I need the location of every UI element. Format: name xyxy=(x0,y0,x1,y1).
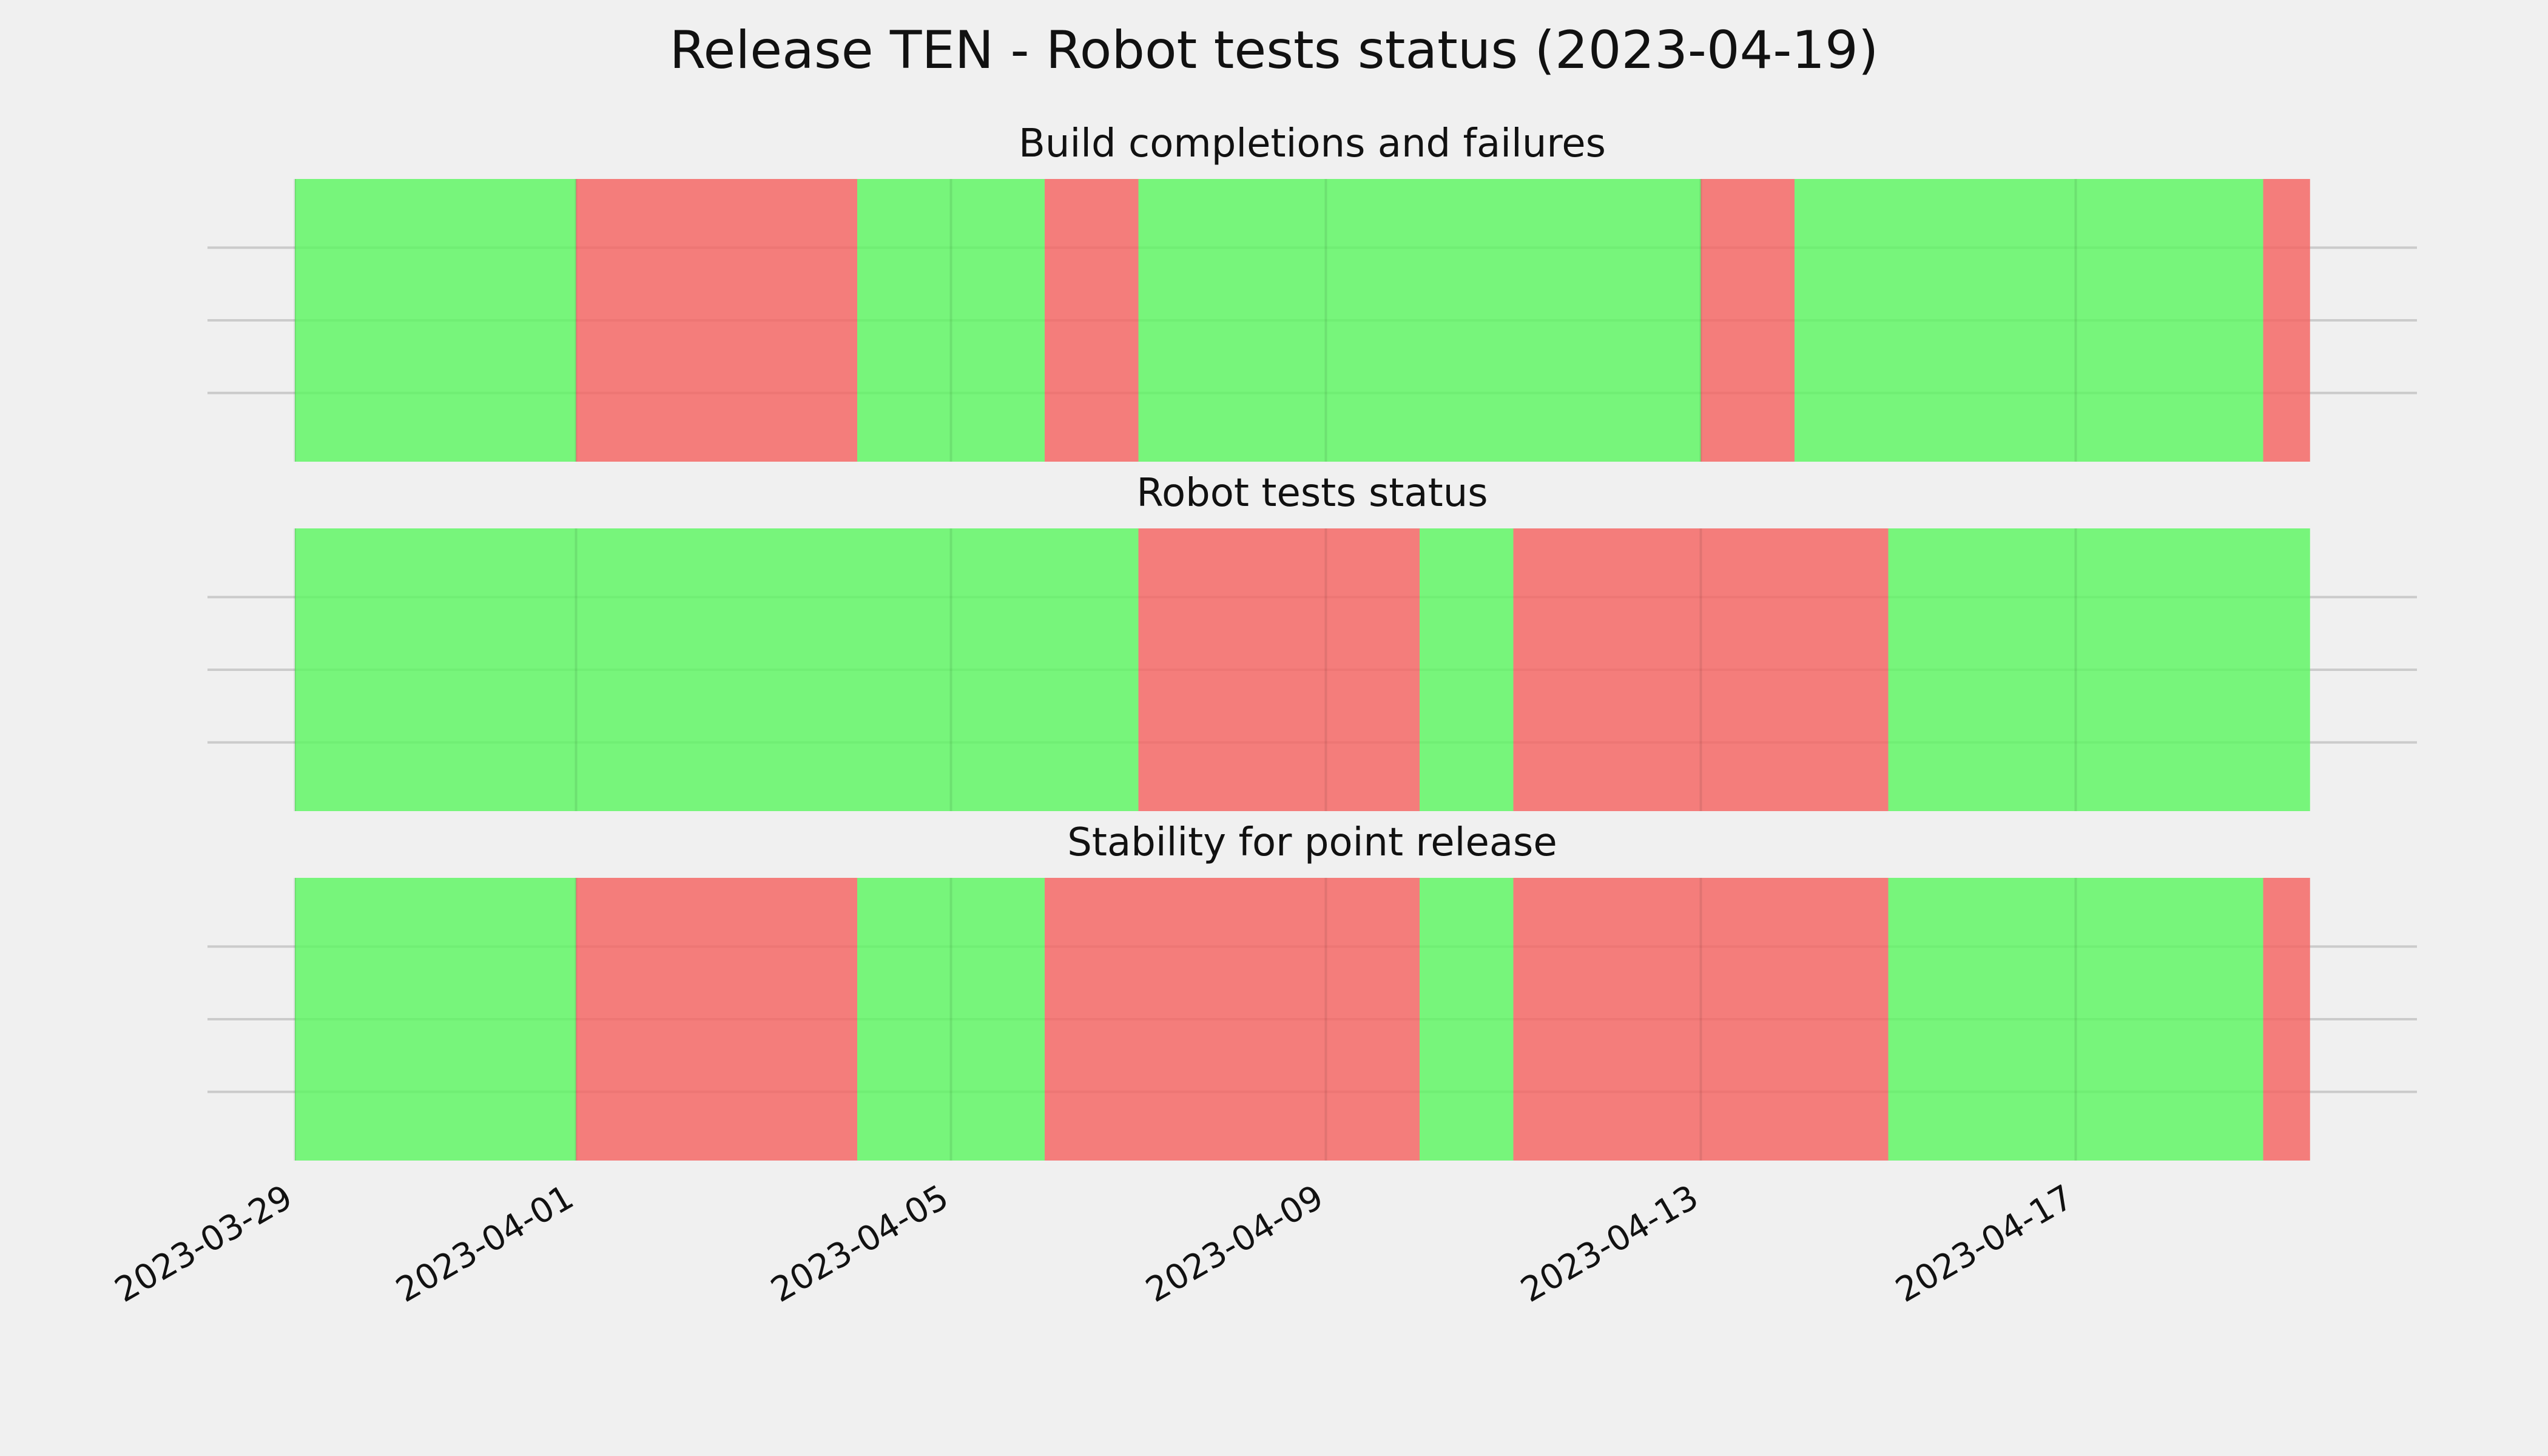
status-segment-fail xyxy=(2263,878,2310,1161)
status-segment-pass xyxy=(1888,528,2310,811)
status-segment-fail xyxy=(1138,528,1420,811)
status-segment-pass xyxy=(1888,878,2263,1161)
status-segment-fail xyxy=(1700,179,1795,462)
panel-title: Robot tests status xyxy=(1136,471,1488,516)
status-segment-pass xyxy=(295,878,576,1161)
x-tick-label: 2023-04-05 xyxy=(764,1178,955,1310)
status-segment-fail xyxy=(1045,179,1139,462)
panel-title: Build completions and failures xyxy=(1019,121,1606,166)
x-tick-labels: 2023-03-29 2023-04-01 2023-04-05 2023-04-09… xyxy=(109,1178,2080,1310)
status-segment-fail xyxy=(576,179,857,462)
panel-2: Robot tests status xyxy=(207,471,2417,811)
x-tick-label: 2023-04-09 xyxy=(1139,1178,1330,1310)
x-tick-label: 2023-04-17 xyxy=(1889,1178,2080,1310)
status-segment-pass xyxy=(1795,179,2263,462)
status-segment-fail xyxy=(576,878,857,1161)
status-segment-pass xyxy=(1420,528,1514,811)
panels-layer: Build completions and failures Robot test… xyxy=(207,121,2417,1161)
status-segment-fail xyxy=(1513,528,1889,811)
status-segment-fail xyxy=(1045,878,1420,1161)
status-segment-pass xyxy=(857,179,1045,462)
x-tick-label: 2023-04-13 xyxy=(1514,1178,1705,1310)
x-tick-label: 2023-03-29 xyxy=(109,1178,299,1310)
status-segment-pass xyxy=(857,878,1045,1161)
status-segment-pass xyxy=(295,179,576,462)
status-segment-pass xyxy=(1420,878,1514,1161)
status-segment-fail xyxy=(2263,179,2310,462)
panel-title: Stability for point release xyxy=(1067,820,1557,865)
status-segment-pass xyxy=(1138,179,1701,462)
status-segment-fail xyxy=(1513,878,1889,1161)
x-tick-label: 2023-04-01 xyxy=(389,1178,580,1310)
panel-1: Build completions and failures xyxy=(207,121,2417,462)
status-segment-pass xyxy=(295,528,1139,811)
panel-3: Stability for point release xyxy=(207,820,2417,1161)
chart-title: Release TEN - Robot tests status (2023-0… xyxy=(670,20,1879,81)
